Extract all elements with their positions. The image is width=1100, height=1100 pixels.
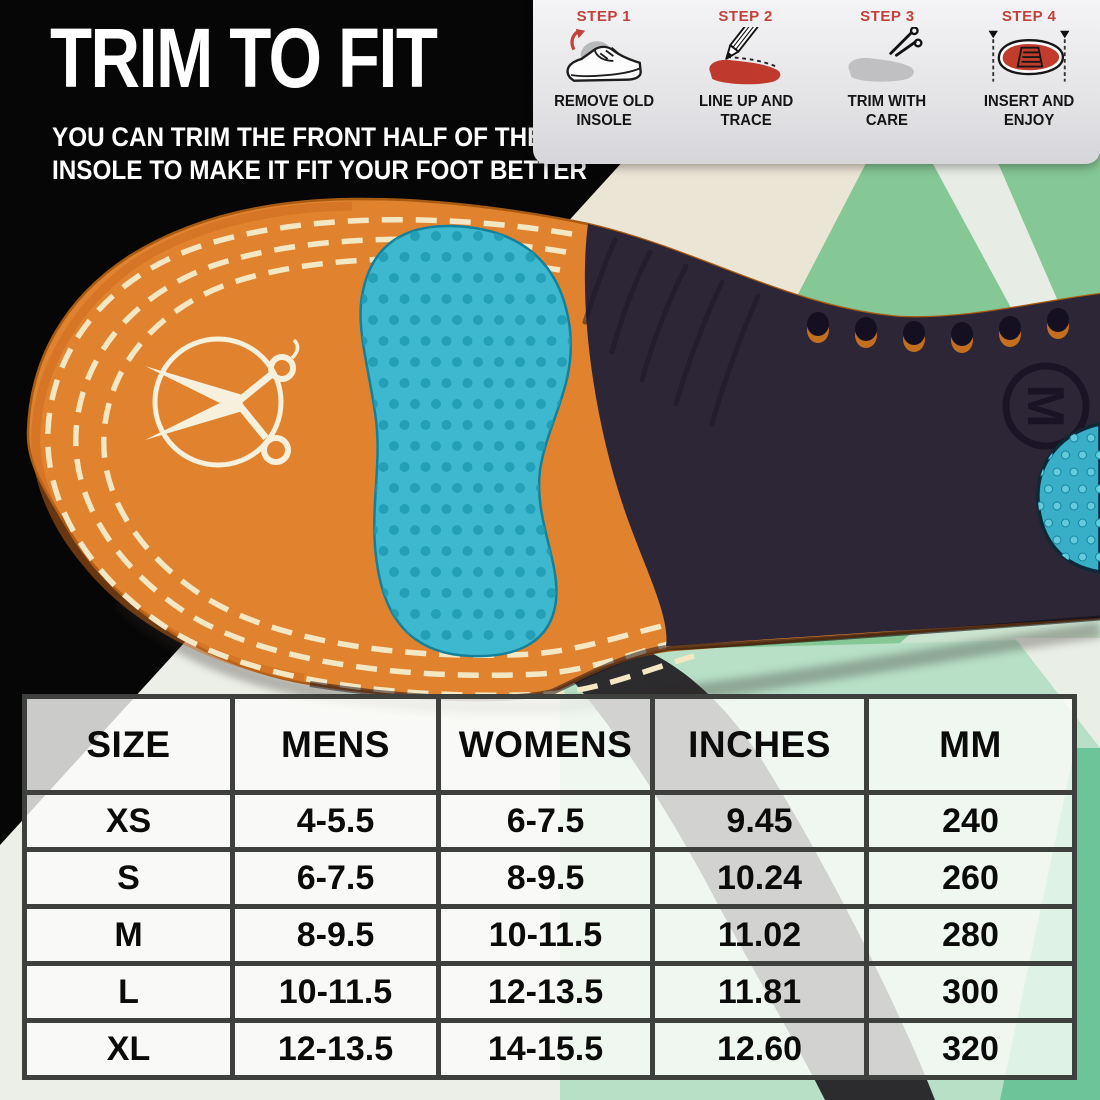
insole-photo: M <box>26 197 1100 702</box>
size-value: 8-9.5 <box>436 847 655 909</box>
step-label: STEP 3 <box>860 8 915 25</box>
step-item-3: STEP 3 TRIM WITH CARE <box>817 8 959 164</box>
size-value: 11.02 <box>650 904 869 966</box>
column-header-mm: MM <box>864 694 1077 795</box>
size-value: 260 <box>864 847 1077 909</box>
size-value: 9.45 <box>650 790 869 852</box>
black-backdrop <box>0 0 770 845</box>
sneaker-remove-insole-icon <box>566 28 642 82</box>
size-row-xl: XL 12-13.5 14-15.5 12.60 320 <box>22 1018 1077 1080</box>
size-value: 300 <box>864 961 1077 1023</box>
step-item-4: STEP 4 INSERT AND ENJOY <box>958 8 1100 164</box>
size-value: 8-9.5 <box>230 904 441 966</box>
size-label: L <box>22 961 235 1023</box>
scissors-circle-logo <box>145 336 300 468</box>
blue-gel-pad <box>359 224 573 658</box>
size-value: 12-13.5 <box>230 1018 441 1080</box>
steps-panel: STEP 1 REMOVE OLD INSOLE STEP 2 <box>533 0 1100 164</box>
bottom-edge-dark <box>665 615 1100 651</box>
step-label: STEP 4 <box>1001 8 1057 25</box>
size-label: XL <box>22 1018 235 1080</box>
size-value: 12.60 <box>650 1018 869 1080</box>
vent-holes <box>807 308 1069 353</box>
size-value: 280 <box>864 904 1077 966</box>
insole-size-marking: M <box>1016 384 1074 427</box>
step-caption: REMOVE OLD INSOLE <box>553 93 654 129</box>
column-header-womens: WOMENS <box>436 694 655 795</box>
size-row-m: M 8-9.5 10-11.5 11.02 280 <box>22 904 1077 966</box>
size-value: 14-15.5 <box>436 1018 655 1080</box>
shoe-insert-icon <box>988 30 1070 82</box>
title-block: TRIM TO FIT YOU CAN TRIM THE FRONT HALF … <box>50 10 588 187</box>
size-value: 6-7.5 <box>230 847 441 909</box>
step-item-2: STEP 2 LINE UP AND TRACE <box>675 8 817 164</box>
step-label: STEP 2 <box>718 8 773 25</box>
page-title: TRIM TO FIT <box>50 11 438 105</box>
size-label: M <box>22 904 235 966</box>
size-row-xs: XS 4-5.5 6-7.5 9.45 240 <box>22 790 1077 852</box>
size-value: 4-5.5 <box>230 790 441 852</box>
column-header-mens: MENS <box>230 694 441 795</box>
size-value: 6-7.5 <box>436 790 655 852</box>
size-value: 320 <box>864 1018 1077 1080</box>
scissors-trim-icon <box>848 27 923 82</box>
column-header-size: SIZE <box>22 694 235 795</box>
column-header-inches: INCHES <box>650 694 869 795</box>
size-emblem: M <box>1002 362 1090 450</box>
step-label: STEP 1 <box>576 8 632 25</box>
size-value: 11.81 <box>650 961 869 1023</box>
step-caption: INSERT AND ENJOY <box>983 93 1075 129</box>
size-value: 10-11.5 <box>230 961 441 1023</box>
size-value: 10.24 <box>650 847 869 909</box>
flex-grooves <box>582 237 761 427</box>
size-label: S <box>22 847 235 909</box>
scissors-icon <box>145 338 300 465</box>
pencil-trace-icon <box>709 27 780 85</box>
size-value: 12-13.5 <box>436 961 655 1023</box>
size-chart-table: SIZE MENS WOMENS INCHES MM XS 4-5.5 6-7.5 9.45 24… <box>22 694 1077 1080</box>
step-item-1: STEP 1 REMOVE OLD INSOLE <box>533 8 675 164</box>
page-subtitle: YOU CAN TRIM THE FRONT HALF OF THE INSOL… <box>52 122 588 185</box>
size-value: 240 <box>864 790 1077 852</box>
size-label: XS <box>22 790 235 852</box>
size-value: 10-11.5 <box>436 904 655 966</box>
size-row-s: S 6-7.5 8-9.5 10.24 260 <box>22 847 1077 909</box>
size-row-l: L 10-11.5 12-13.5 11.81 300 <box>22 961 1077 1023</box>
step-caption: TRIM WITH CARE <box>848 93 927 129</box>
step-caption: LINE UP AND TRACE <box>698 93 793 129</box>
